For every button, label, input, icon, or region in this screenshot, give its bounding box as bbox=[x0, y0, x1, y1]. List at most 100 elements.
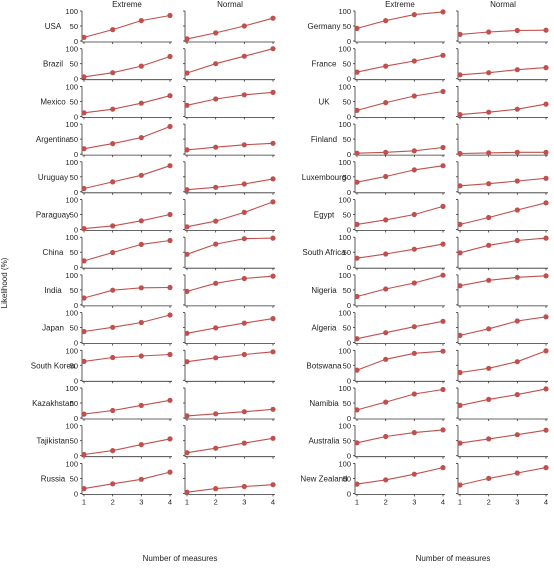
country-label: USA bbox=[45, 22, 62, 31]
data-point-normal bbox=[241, 275, 247, 282]
data-point-extreme bbox=[110, 141, 116, 147]
data-point-normal bbox=[184, 224, 190, 230]
y-tick-label: 50 bbox=[343, 286, 351, 295]
country-label: China bbox=[43, 248, 64, 257]
data-point-extreme bbox=[167, 284, 173, 291]
y-tick-label: 100 bbox=[65, 82, 78, 91]
data-point-normal bbox=[543, 200, 549, 206]
x-tick-label: 4 bbox=[271, 497, 275, 506]
data-point-normal bbox=[457, 283, 463, 289]
y-tick-label: 0 bbox=[74, 263, 78, 272]
y-tick-label: 100 bbox=[338, 82, 351, 91]
panel-algeria-normal bbox=[456, 312, 549, 346]
y-tick-label: 0 bbox=[74, 452, 78, 461]
panel-tajikistan-extreme: 0 50 100 bbox=[65, 422, 173, 461]
x-axis-label-right: Number of measures bbox=[416, 554, 491, 563]
series-line-normal bbox=[186, 437, 274, 454]
y-tick-label: 50 bbox=[343, 211, 351, 220]
data-point-extreme bbox=[167, 93, 173, 99]
country-label: Egypt bbox=[314, 211, 335, 220]
panel-france-normal bbox=[456, 48, 549, 82]
data-point-extreme bbox=[138, 353, 144, 359]
data-point-normal bbox=[241, 320, 247, 326]
panel-row-finland: Finland 0 50 100 bbox=[311, 120, 549, 159]
data-point-extreme bbox=[81, 358, 87, 364]
panel-usa-extreme: 0 50 100 bbox=[65, 7, 173, 46]
x-axis-label-left: Number of measures bbox=[143, 554, 218, 563]
series-line-normal bbox=[459, 350, 547, 374]
panel-south-africa-normal bbox=[456, 235, 549, 271]
data-point-normal bbox=[514, 274, 520, 280]
panel-finland-extreme: 0 50 100 bbox=[338, 120, 446, 159]
series-line-extreme bbox=[356, 11, 444, 29]
data-point-extreme bbox=[110, 481, 116, 487]
data-point-extreme bbox=[138, 476, 144, 482]
y-tick-label: 0 bbox=[74, 414, 78, 423]
data-point-extreme bbox=[110, 223, 116, 229]
data-point-normal bbox=[270, 406, 276, 412]
data-point-extreme bbox=[440, 241, 446, 247]
data-point-normal bbox=[184, 450, 190, 456]
data-point-normal bbox=[457, 183, 463, 189]
data-point-normal bbox=[457, 150, 463, 157]
data-point-extreme bbox=[167, 53, 173, 60]
data-point-normal bbox=[184, 359, 190, 365]
country-label: Japan bbox=[42, 324, 64, 333]
series-line-extreme bbox=[356, 350, 444, 371]
y-tick-label: 100 bbox=[338, 459, 351, 468]
data-point-normal bbox=[213, 184, 219, 190]
series-line-extreme bbox=[83, 213, 171, 230]
data-point-extreme bbox=[354, 69, 360, 75]
data-point-extreme bbox=[81, 34, 87, 41]
data-point-extreme bbox=[440, 348, 446, 354]
panel-japan-normal bbox=[183, 312, 276, 346]
y-tick-label: 0 bbox=[347, 75, 351, 84]
country-label: Argentina bbox=[36, 135, 71, 144]
series-line-normal bbox=[186, 275, 274, 292]
data-point-normal bbox=[213, 218, 219, 224]
panel-egypt-normal bbox=[456, 199, 549, 233]
y-tick-label: 50 bbox=[343, 248, 351, 257]
data-point-extreme bbox=[81, 258, 87, 264]
panel-uk-normal bbox=[456, 86, 549, 120]
data-point-normal bbox=[241, 440, 247, 446]
y-tick-label: 0 bbox=[347, 452, 351, 461]
series-line-extreme bbox=[356, 205, 444, 225]
y-tick-label: 50 bbox=[70, 173, 78, 182]
series-line-extreme bbox=[83, 95, 171, 114]
y-tick-label: 100 bbox=[338, 196, 351, 205]
country-label: France bbox=[312, 60, 337, 69]
panel-row-brazil: Brazil 0 50 100 bbox=[43, 45, 276, 84]
data-point-normal bbox=[213, 96, 219, 102]
data-point-extreme bbox=[440, 386, 446, 393]
panel-russia-normal: 1 2 3 4 bbox=[183, 462, 276, 506]
data-point-normal bbox=[241, 409, 247, 415]
y-tick-label: 0 bbox=[347, 263, 351, 272]
data-point-normal bbox=[213, 61, 219, 67]
panel-india-extreme: 0 50 100 bbox=[65, 271, 173, 310]
series-line-extreme bbox=[83, 399, 171, 415]
panel-nigeria-normal bbox=[456, 273, 549, 308]
column-header-extreme: Extreme bbox=[112, 0, 142, 9]
panel-china-normal bbox=[183, 235, 276, 271]
panel-row-namibia: Namibia 0 50 100 bbox=[309, 384, 549, 423]
panel-row-egypt: Egypt 0 50 100 bbox=[314, 196, 549, 235]
country-label: Luxembourg bbox=[302, 173, 346, 182]
data-point-normal bbox=[457, 482, 463, 488]
y-tick-label: 100 bbox=[338, 7, 351, 16]
panel-uruguay-normal bbox=[183, 161, 276, 195]
data-point-normal bbox=[486, 150, 492, 156]
data-point-normal bbox=[514, 470, 520, 476]
data-point-extreme bbox=[167, 163, 173, 169]
data-point-extreme bbox=[354, 179, 360, 185]
data-point-normal bbox=[457, 72, 463, 78]
country-label: New Zealand bbox=[300, 474, 347, 483]
panel-row-tajikistan: Tajikistan 0 50 100 bbox=[37, 422, 276, 461]
data-point-normal bbox=[514, 149, 520, 155]
series-line-extreme bbox=[356, 388, 444, 411]
data-point-extreme bbox=[110, 324, 116, 330]
x-tick-label: 4 bbox=[168, 497, 172, 506]
column-header-extreme: Extreme bbox=[385, 0, 415, 9]
y-tick-label: 0 bbox=[74, 37, 78, 46]
